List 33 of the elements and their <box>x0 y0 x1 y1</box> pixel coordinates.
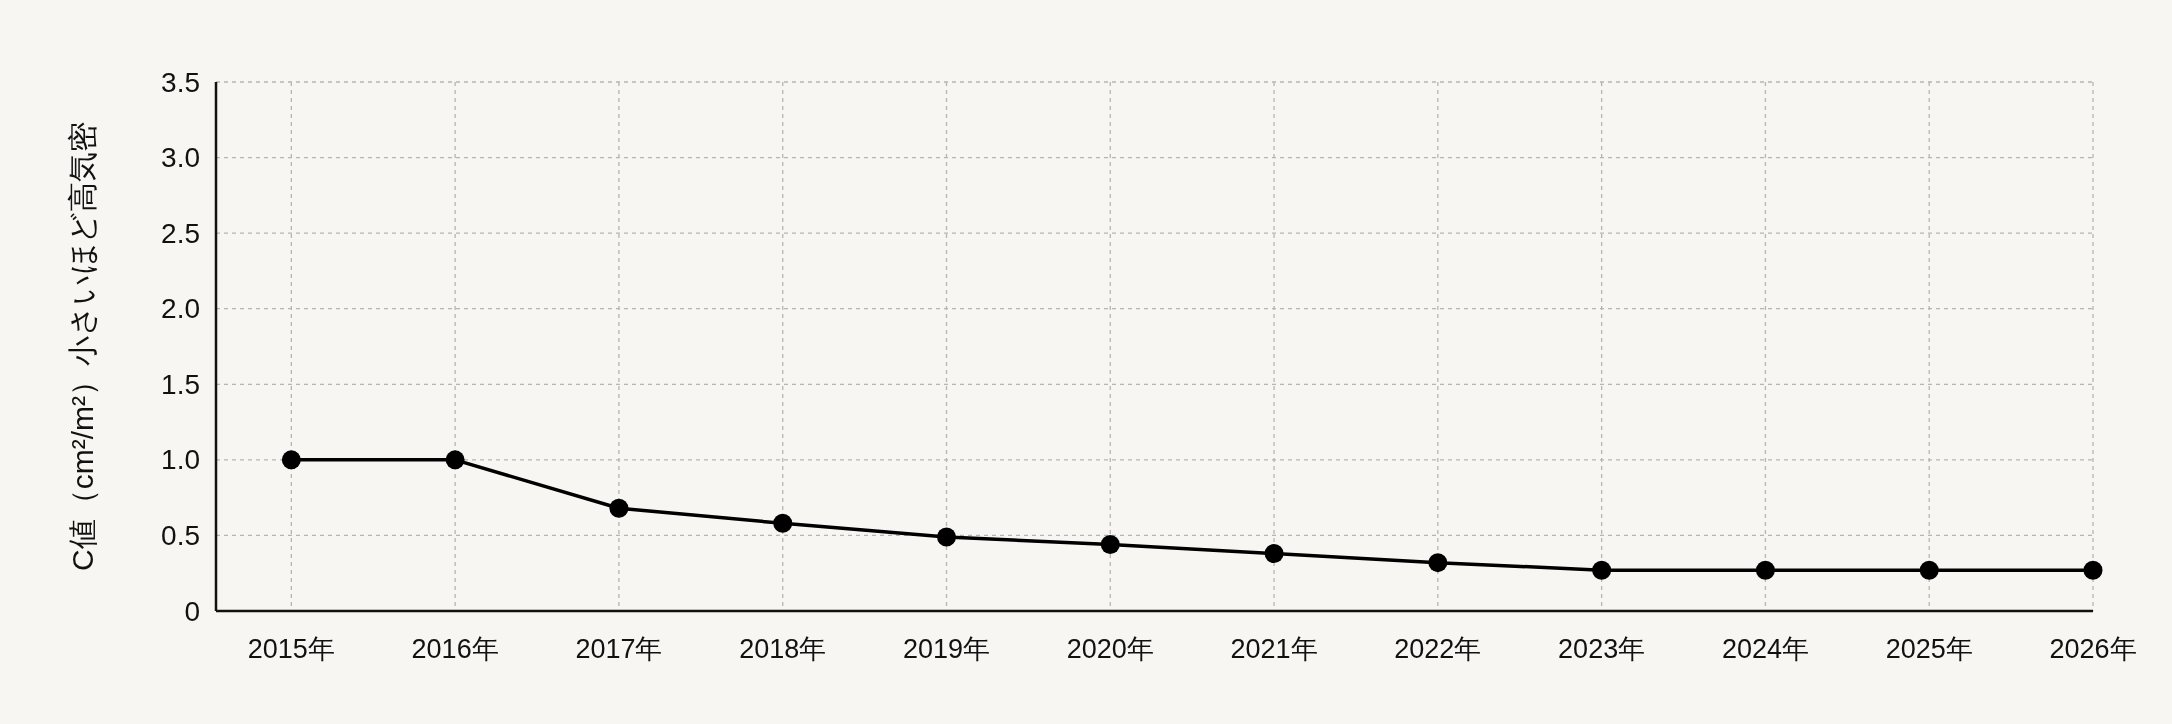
y-tick-label: 2.0 <box>161 293 200 325</box>
y-tick-label: 1.5 <box>161 368 200 400</box>
x-tick-label: 2017年 <box>575 634 663 664</box>
y-axis-title: C値（cm²/m²）小さいほど高気密 <box>65 122 99 571</box>
point <box>1264 544 1284 564</box>
point <box>1919 560 1939 580</box>
y-tick-label: 1.0 <box>161 444 200 476</box>
point <box>1428 553 1448 573</box>
point <box>773 513 793 533</box>
x-tick-label: 2024年 <box>1721 634 1809 664</box>
x-tick-label: 2023年 <box>1558 634 1646 664</box>
x-tick-label: 2026年 <box>2049 634 2137 664</box>
point <box>936 527 956 547</box>
x-tick-label: 2021年 <box>1230 634 1318 664</box>
x-tick-label: 2019年 <box>902 634 991 664</box>
y-tick-label: 3.5 <box>161 66 200 98</box>
point <box>1100 535 1120 554</box>
x-tick-label: 2022年 <box>1394 634 1482 664</box>
point <box>609 498 629 518</box>
point <box>2083 560 2103 580</box>
x-tick-label: 2016年 <box>411 634 499 664</box>
y-tick-label: 3.0 <box>161 142 200 174</box>
y-tick-label: 0 <box>184 595 200 627</box>
x-tick-label: 2018年 <box>739 634 827 664</box>
point <box>1755 560 1775 580</box>
point <box>281 450 301 470</box>
point <box>1592 560 1612 580</box>
y-tick-label: 2.5 <box>161 217 200 249</box>
point <box>445 450 465 470</box>
x-tick-label: 2015年 <box>247 634 335 664</box>
x-tick-label: 2020年 <box>1066 634 1154 664</box>
y-tick-label: 0.5 <box>161 519 200 551</box>
x-tick-label: 2025年 <box>1885 634 1973 664</box>
